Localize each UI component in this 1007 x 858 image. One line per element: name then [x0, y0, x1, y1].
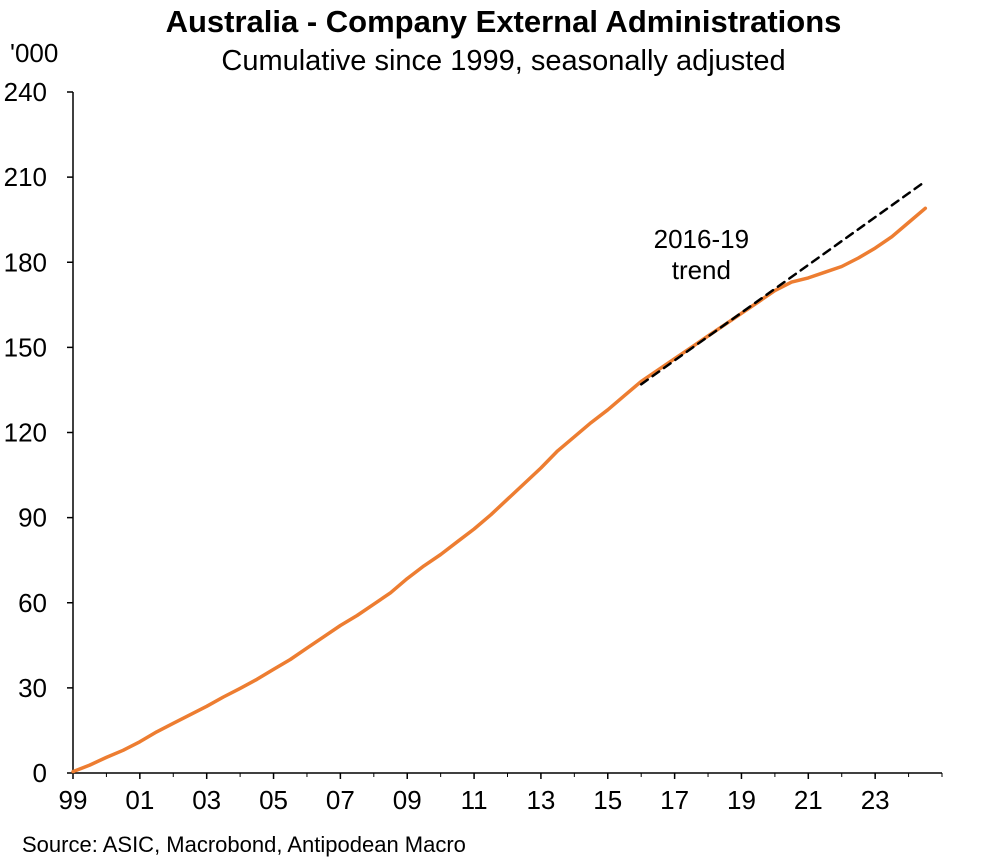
annotation-layer: 2016-19 trend — [654, 224, 749, 285]
x-tick-label: 99 — [59, 785, 88, 815]
y-tick-label: 0 — [33, 758, 47, 788]
y-tick-label: 150 — [4, 332, 47, 362]
x-tick-label: 09 — [393, 785, 422, 815]
y-tick-label: 210 — [4, 162, 47, 192]
x-tick-label: 01 — [125, 785, 154, 815]
y-tick-label: 240 — [4, 77, 47, 107]
x-tick-label: 05 — [259, 785, 288, 815]
series-layer — [71, 180, 928, 774]
x-tick-label: 03 — [192, 785, 221, 815]
y-tick-label: 120 — [4, 418, 47, 448]
annotation-line: trend — [672, 255, 731, 285]
y-axis-unit-label: '000 — [10, 38, 59, 68]
x-tick-label: 23 — [861, 785, 890, 815]
y-tick-label: 90 — [18, 503, 47, 533]
x-tick-label: 13 — [526, 785, 555, 815]
x-tick-label: 21 — [794, 785, 823, 815]
trend-annotation: 2016-19 trend — [654, 224, 749, 285]
source-note: Source: ASIC, Macrobond, Antipodean Macr… — [22, 832, 466, 857]
x-tick-label: 17 — [660, 785, 689, 815]
y-tick-label: 30 — [18, 673, 47, 703]
y-tick-label: 180 — [4, 247, 47, 277]
x-tick-label: 11 — [461, 785, 488, 815]
annotation-line: 2016-19 — [654, 224, 749, 254]
chart-title: Australia - Company External Administrat… — [165, 4, 842, 39]
axes: 0 30 60 90 120 150 180 210 240 99 01 03 05 07 09 11 13 15… — [4, 77, 943, 815]
series-line — [71, 206, 928, 774]
y-tick-label: 60 — [18, 588, 47, 618]
x-tick-label: 07 — [326, 785, 355, 815]
chart-subtitle: Cumulative since 1999, seasonally adjust… — [221, 45, 786, 77]
trend-line — [639, 180, 927, 386]
x-tick-label: 19 — [727, 785, 756, 815]
x-tick-label: 15 — [593, 785, 622, 815]
